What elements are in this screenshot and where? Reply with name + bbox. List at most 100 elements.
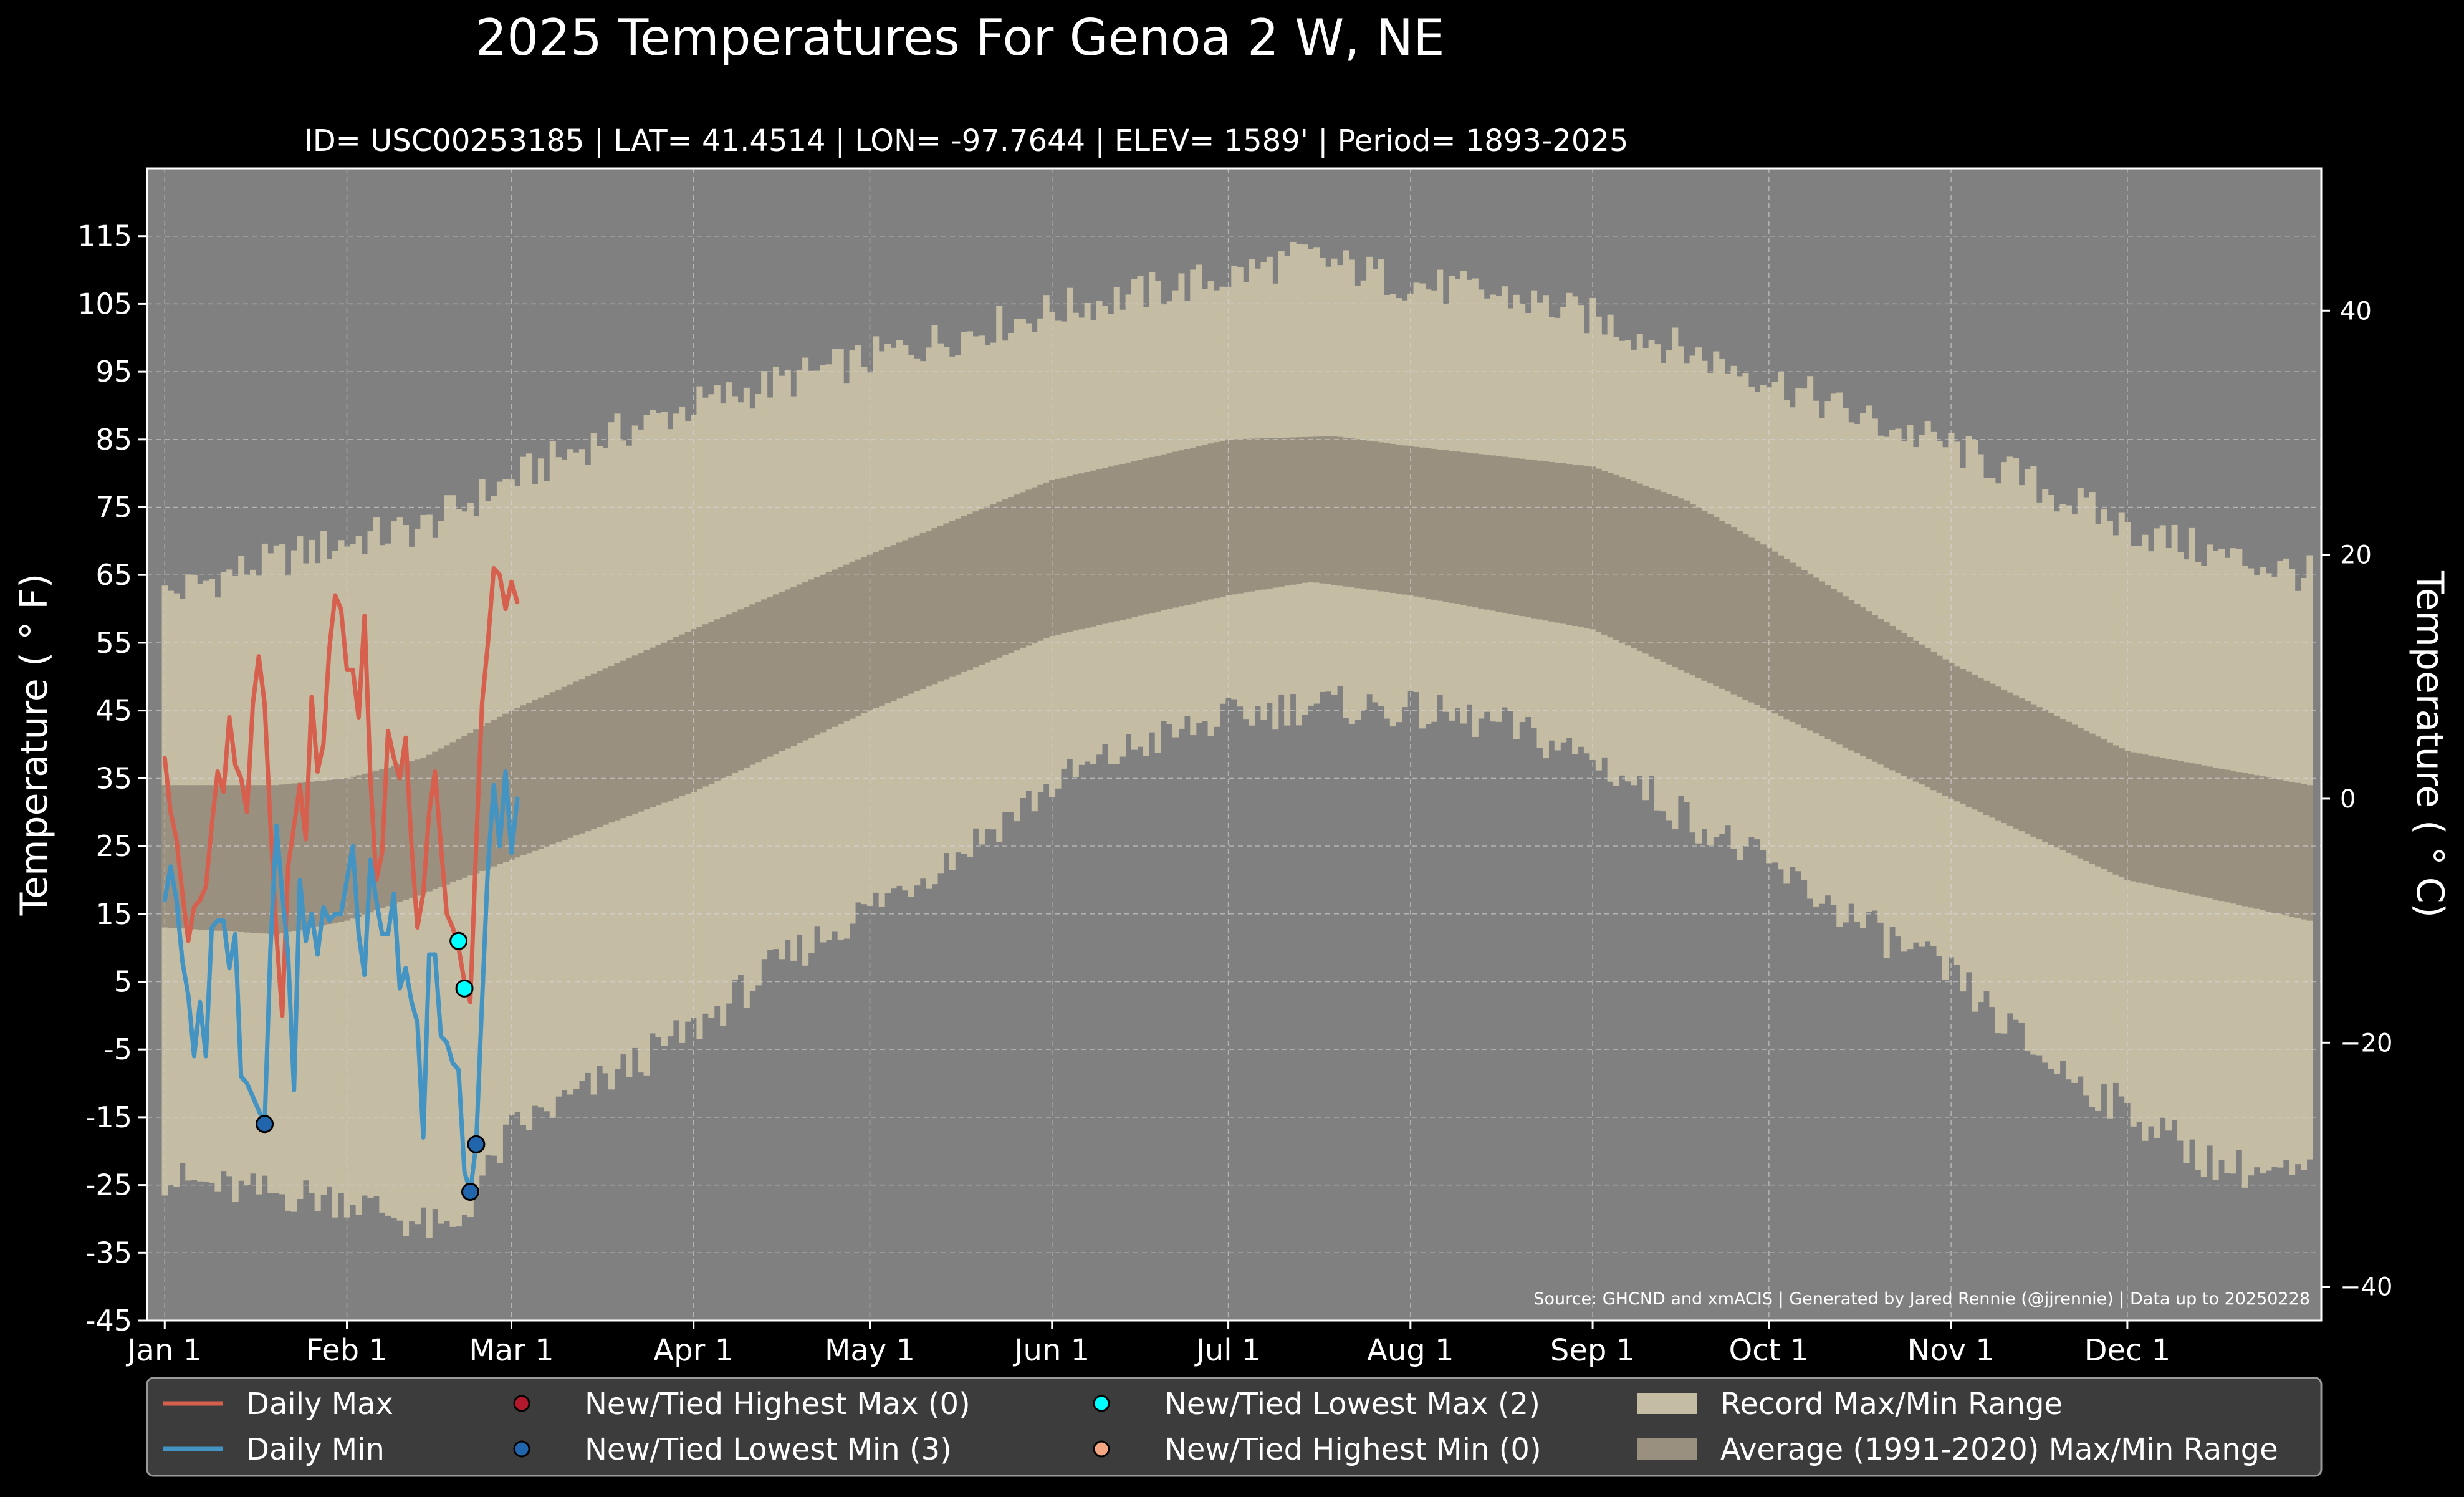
average-range-bar <box>1184 449 1191 605</box>
average-range-bar <box>1401 445 1408 595</box>
x-tick-label: Oct 1 <box>1728 1333 1809 1368</box>
y2-tick-label: 20 <box>2340 541 2372 570</box>
average-range-bar <box>332 779 338 923</box>
record-point <box>449 931 468 950</box>
average-range-bar <box>661 642 668 803</box>
record-point <box>455 979 474 998</box>
average-range-bar <box>238 785 245 932</box>
x-tick-label: Aug 1 <box>1367 1333 1454 1368</box>
average-range-bar <box>1490 455 1497 611</box>
average-range-bar <box>902 540 909 696</box>
legend-patch-swatch <box>1637 1438 1697 1460</box>
average-range-bar <box>749 604 756 765</box>
average-range-bar <box>1666 494 1672 665</box>
average-range-bar <box>1624 479 1631 646</box>
average-range-bar <box>802 582 809 741</box>
average-range-bar <box>1425 448 1432 599</box>
average-range-bar <box>1154 455 1161 612</box>
legend-label: Record Max/Min Range <box>1720 1387 2063 1422</box>
average-range-bar <box>2136 753 2143 883</box>
average-range-bar <box>1783 559 1790 720</box>
average-range-bar <box>873 552 880 708</box>
average-range-bar <box>1613 474 1620 640</box>
average-range-bar <box>702 624 709 787</box>
average-range-bar <box>1249 438 1255 592</box>
average-range-bar <box>2207 766 2213 898</box>
average-range-bar <box>2171 759 2178 891</box>
average-range-bar <box>2030 704 2037 837</box>
average-range-bar <box>1719 521 1725 689</box>
average-range-bar <box>1766 547 1773 711</box>
average-range-bar <box>1307 436 1314 582</box>
average-range-bar <box>1907 637 1914 779</box>
average-range-bar <box>1554 462 1561 623</box>
average-range-bar <box>1895 629 1902 773</box>
average-range-bar <box>1090 470 1097 627</box>
average-range-bar <box>1754 541 1761 705</box>
average-range-bar <box>1113 465 1120 622</box>
average-range-bar <box>1043 482 1050 638</box>
average-range-bar <box>1842 596 1849 748</box>
average-range-bar <box>1272 438 1279 588</box>
average-range-bar <box>1942 659 1949 796</box>
average-range-bar <box>679 634 686 797</box>
average-range-bar <box>1384 443 1391 592</box>
average-range-bar <box>743 607 750 768</box>
average-range-bar <box>2188 763 2195 895</box>
average-range-bar <box>1166 453 1173 609</box>
y-tick-label: -25 <box>85 1168 132 1202</box>
average-range-bar <box>937 526 944 682</box>
average-range-bar <box>1695 507 1702 678</box>
average-range-bar <box>1442 450 1449 602</box>
average-range-bar <box>2183 762 2190 893</box>
average-range-bar <box>220 785 227 931</box>
plot-frame <box>146 167 2323 1322</box>
average-range-bar <box>1660 492 1667 662</box>
average-range-bar <box>597 671 603 827</box>
average-range-bar <box>2294 782 2301 918</box>
average-range-bar <box>1237 439 1244 594</box>
average-range-bar <box>2142 754 2149 884</box>
average-range-bar <box>914 535 921 691</box>
y-tick-label: 75 <box>95 491 132 524</box>
average-range-bar <box>2083 730 2090 861</box>
y-tick-label: 45 <box>95 694 132 728</box>
average-range-bar <box>731 612 739 773</box>
average-range-bar <box>1824 585 1831 739</box>
average-range-bar <box>1531 460 1538 619</box>
average-range-bar <box>767 597 774 757</box>
average-range-bar <box>608 666 615 823</box>
average-range-bar <box>1536 460 1543 620</box>
average-range-bar <box>726 614 732 776</box>
x-tick-label: Feb 1 <box>306 1333 388 1368</box>
average-range-bar <box>1866 611 1872 759</box>
average-range-bar <box>2106 742 2113 872</box>
average-range-bar <box>1684 500 1690 673</box>
average-range-bar <box>455 739 462 880</box>
average-range-bar <box>203 785 209 930</box>
x-tick-label: Mar 1 <box>469 1333 554 1368</box>
average-range-bar <box>1972 675 1978 810</box>
average-range-bar <box>626 658 633 816</box>
average-range-bar <box>1578 465 1584 627</box>
x-tick-label: Jun 1 <box>1012 1333 1090 1368</box>
average-range-bar <box>1202 445 1209 601</box>
average-range-bar <box>2001 689 2008 824</box>
average-range-bar <box>2054 716 2061 848</box>
average-range-bar <box>1836 592 1843 745</box>
average-range-bar <box>561 686 568 840</box>
average-range-bar <box>2006 692 2013 826</box>
average-range-bar <box>1601 471 1608 635</box>
average-range-bar <box>1019 492 1026 648</box>
average-range-bar <box>2059 719 2066 850</box>
average-range-bar <box>1372 441 1379 591</box>
average-range-bar <box>1995 686 2001 821</box>
average-range-bar <box>485 723 492 869</box>
average-range-bar <box>1595 468 1602 632</box>
average-range-bar <box>1172 451 1179 608</box>
average-range-bar <box>1131 461 1138 617</box>
y-tick-label: 5 <box>114 965 132 998</box>
average-range-bar <box>532 700 539 851</box>
average-range-bar <box>1871 615 1878 762</box>
